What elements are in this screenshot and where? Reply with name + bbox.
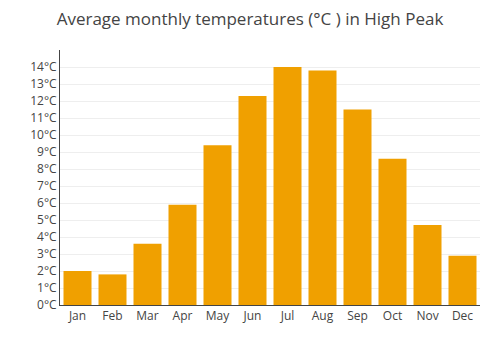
svg-text:9°C: 9°C — [37, 143, 57, 160]
svg-text:Feb: Feb — [102, 307, 122, 324]
svg-text:12°C: 12°C — [30, 92, 57, 109]
svg-text:Oct: Oct — [383, 307, 402, 324]
svg-text:Jun: Jun — [243, 307, 262, 324]
svg-text:Mar: Mar — [136, 307, 158, 324]
svg-text:3°C: 3°C — [37, 245, 57, 262]
svg-text:7°C: 7°C — [37, 177, 57, 194]
svg-text:6°C: 6°C — [37, 194, 57, 211]
svg-text:13°C: 13°C — [30, 75, 57, 92]
svg-text:Nov: Nov — [416, 307, 438, 324]
svg-text:2°C: 2°C — [37, 262, 57, 279]
svg-text:5°C: 5°C — [37, 211, 57, 228]
svg-text:May: May — [206, 307, 230, 324]
svg-text:Apr: Apr — [173, 307, 193, 324]
svg-text:Jan: Jan — [68, 307, 86, 324]
svg-text:1°C: 1°C — [37, 279, 57, 296]
svg-text:Dec: Dec — [452, 307, 473, 324]
svg-text:Average monthly temperatures (: Average monthly temperatures (°C ) in Hi… — [57, 7, 444, 30]
svg-text:Aug: Aug — [312, 307, 334, 324]
svg-text:11°C: 11°C — [30, 109, 57, 126]
svg-text:0°C: 0°C — [37, 296, 57, 313]
svg-text:14°C: 14°C — [30, 58, 57, 75]
svg-text:8°C: 8°C — [37, 160, 57, 177]
svg-text:Sep: Sep — [347, 307, 368, 324]
svg-text:10°C: 10°C — [30, 126, 57, 143]
svg-text:Jul: Jul — [280, 307, 295, 324]
svg-text:4°C: 4°C — [37, 228, 57, 245]
